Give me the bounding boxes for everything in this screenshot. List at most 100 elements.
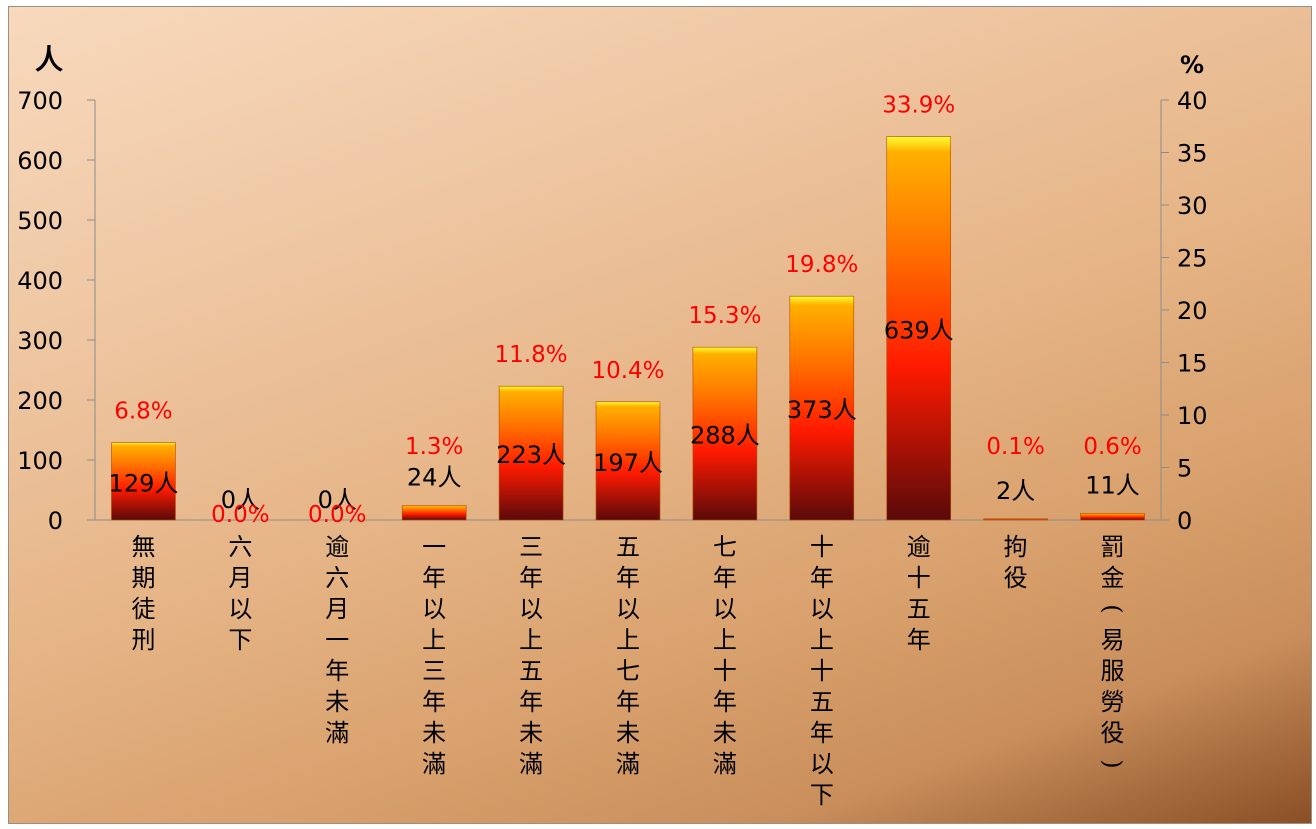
- percent-label: 0.6%: [1083, 434, 1141, 460]
- percent-label: 6.8%: [114, 399, 172, 425]
- bar: [111, 442, 176, 521]
- percent-label: 1.3%: [405, 434, 463, 460]
- chart-area: 人 % 0 100 200 300 400 500 600 700 0 5 10 15 20 25 30 3…: [8, 6, 1312, 824]
- category-char: 五: [616, 533, 640, 561]
- category-char: 未: [616, 719, 640, 747]
- category-char: 十: [810, 657, 834, 685]
- category-char: 以: [228, 595, 252, 623]
- category-char: 逾: [907, 533, 931, 561]
- left-tick-label: 200: [17, 387, 63, 415]
- category-char: 年: [422, 564, 446, 592]
- category-char: 年: [713, 564, 737, 592]
- category-char: 五: [519, 657, 543, 685]
- percent-label: 11.8%: [495, 342, 568, 368]
- category-char: 逾: [325, 533, 349, 561]
- percent-label: 0.0%: [308, 502, 366, 528]
- bar: [401, 505, 467, 521]
- category-char: 七: [713, 533, 737, 561]
- category-char: 刑: [131, 626, 155, 654]
- category-char: 滿: [713, 750, 737, 778]
- category-char: 年: [519, 688, 543, 716]
- category-char: 六: [325, 564, 349, 592]
- percent-label: 0.1%: [986, 434, 1044, 460]
- category-char: 上: [519, 626, 543, 654]
- category-char: 一: [325, 626, 349, 654]
- right-tick-label: 0: [1177, 507, 1192, 535]
- count-label: 24人: [407, 464, 462, 492]
- category-char: 上: [810, 626, 834, 654]
- category-char: 年: [907, 626, 931, 654]
- percent-label: 15.3%: [688, 303, 761, 329]
- percent-label: 19.8%: [785, 252, 858, 278]
- category-char: 役: [1101, 719, 1125, 747]
- bar: [983, 518, 1048, 521]
- category-char: 未: [325, 688, 349, 716]
- percent-label: 33.9%: [882, 93, 955, 119]
- category-char: 金: [1101, 564, 1125, 592]
- category-char: 拘: [1004, 533, 1028, 561]
- category-char: ): [1099, 759, 1127, 768]
- left-axis-unit: 人: [35, 43, 63, 76]
- category-char: 年: [810, 564, 834, 592]
- category-char: 滿: [325, 719, 349, 747]
- category-char: 月: [228, 564, 252, 592]
- left-tick-label: 600: [17, 147, 63, 175]
- category-char: 罰: [1101, 533, 1125, 561]
- category-char: 無: [131, 533, 155, 561]
- count-label: 0人: [318, 486, 357, 514]
- category-char: 年: [616, 688, 640, 716]
- left-tick-label: 400: [17, 267, 63, 295]
- category-char: 滿: [422, 750, 446, 778]
- category-char: 月: [325, 595, 349, 623]
- category-char: 期: [131, 564, 155, 592]
- right-tick-label: 10: [1177, 402, 1208, 430]
- left-tick-label: 100: [17, 447, 63, 475]
- category-char: 以: [810, 750, 834, 778]
- category-char: 以: [422, 595, 446, 623]
- category-char: 未: [422, 719, 446, 747]
- category-char: 年: [422, 688, 446, 716]
- category-char: 滿: [519, 750, 543, 778]
- category-char: 上: [422, 626, 446, 654]
- count-label: 2人: [996, 477, 1035, 505]
- right-tick-label: 15: [1177, 350, 1208, 378]
- category-char: 上: [616, 626, 640, 654]
- count-label: 223人: [496, 441, 566, 469]
- category-char: 年: [325, 657, 349, 685]
- category-char: 一: [422, 533, 446, 561]
- category-char: 十: [810, 533, 834, 561]
- category-char: 下: [228, 626, 252, 654]
- left-tick-label: 300: [17, 327, 63, 355]
- category-char: 滿: [616, 750, 640, 778]
- category-char: 以: [616, 595, 640, 623]
- category-char: (: [1099, 604, 1127, 613]
- category-char: 七: [616, 657, 640, 685]
- bar-chart: 人 % 0 100 200 300 400 500 600 700 0 5 10 15 20 25 30 3…: [17, 43, 1208, 809]
- right-tick-label: 35: [1177, 140, 1208, 168]
- left-tick-label: 0: [48, 507, 63, 535]
- category-char: 勞: [1101, 688, 1125, 716]
- category-char: 役: [1004, 564, 1028, 592]
- category-char: 十: [907, 564, 931, 592]
- category-char: 徒: [131, 595, 155, 623]
- category-char: 年: [713, 688, 737, 716]
- category-char: 五: [810, 688, 834, 716]
- bar: [789, 295, 855, 521]
- category-char: 服: [1101, 657, 1125, 685]
- left-tick-label: 700: [17, 87, 63, 115]
- category-label: 拘役: [1004, 533, 1028, 592]
- category-char: 上: [713, 626, 737, 654]
- percent-label: 10.4%: [591, 358, 664, 384]
- count-label: 373人: [787, 396, 857, 424]
- count-label: 0人: [221, 486, 260, 514]
- count-label: 639人: [884, 316, 954, 344]
- right-tick-label: 40: [1177, 87, 1208, 115]
